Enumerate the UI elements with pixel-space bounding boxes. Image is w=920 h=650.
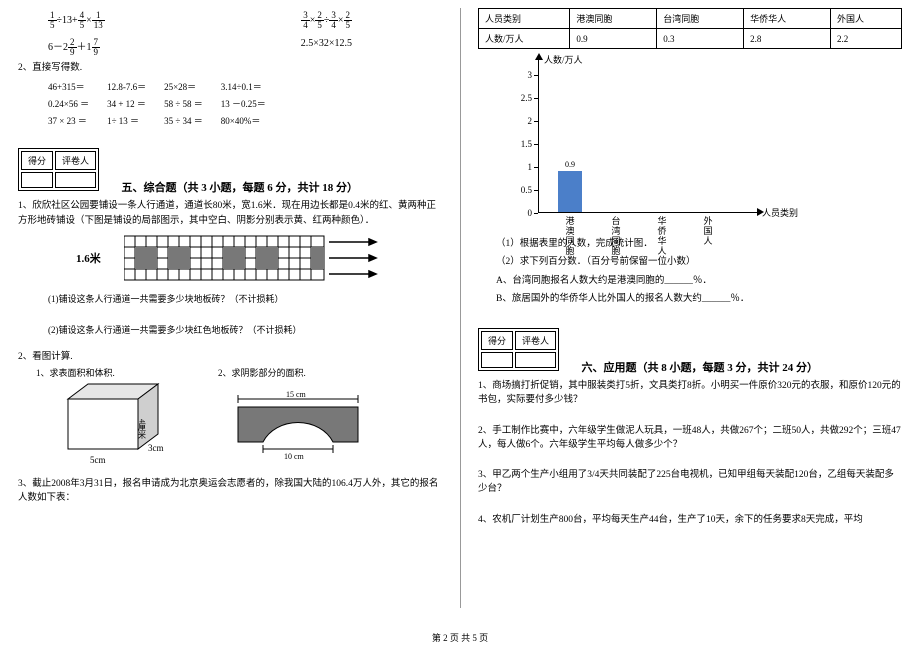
svg-text:10 cm: 10 cm: [284, 452, 305, 461]
score-box-6: 得分评卷人: [478, 328, 559, 371]
chart-subA: A、台湾同胞报名人数大约是港澳同胞的______％．: [496, 274, 902, 288]
left-column: 15÷13+45×113 34×25÷34×25 6－229＋179 2.5×3…: [0, 0, 460, 620]
equation-2a: 6－229＋179: [48, 38, 100, 57]
chart-sub2: （2）求下列百分数．（百分号前保留一位小数）: [496, 255, 902, 269]
equation-2b: 2.5×32×12.5: [301, 38, 352, 57]
right-column: 人员类别港澳同胞台湾同胞华侨华人外国人 人数/万人0.90.32.82.2 人数…: [460, 0, 920, 620]
tiles-diagram: 1.6米: [80, 232, 380, 286]
q6-1: 1、商场搞打折促销，其中服装类打5折，文具类打8折。小明买一件原价320元的衣服…: [478, 379, 902, 408]
svg-text:3cm: 3cm: [148, 443, 164, 453]
chart-subB: B、旅居国外的华侨华人比外国人的报名人数大约______％．: [496, 292, 902, 306]
q5-1b: (2)铺设这条人行通道一共需要多少块红色地板砖？（不计损耗）: [48, 323, 442, 336]
data-table: 人员类别港澳同胞台湾同胞华侨华人外国人 人数/万人0.90.32.82.2: [478, 8, 902, 49]
arithmetic-grid: 46+315＝12.8-7.6＝25×28＝3.14÷0.1＝ 0.24×56 …: [38, 77, 276, 130]
svg-text:5cm: 5cm: [90, 455, 106, 465]
q5-2: 2、看图计算.: [18, 350, 442, 364]
page-footer: 第 2 页 共 5 页: [0, 631, 920, 644]
q6-3: 3、甲乙两个生产小组用了3/4天共同装配了225台电视机，已知甲组每天装配120…: [478, 468, 902, 497]
section-5-title: 五、综合题（共 3 小题，每题 6 分，共计 18 分）: [122, 182, 359, 194]
svg-text:15 cm: 15 cm: [286, 390, 307, 399]
svg-text:4厘米: 4厘米: [138, 419, 147, 440]
cuboid-figure: 4厘米 5cm 3cm: [48, 379, 188, 469]
q5-2a: 1、求表面积和体积.: [36, 366, 218, 379]
equation-1a: 15÷13+45×113: [48, 11, 105, 30]
q5-3: 3、截止2008年3月31日，报名申请成为北京奥运会志愿者的，除我国大陆的106…: [18, 477, 442, 506]
q6-4: 4、农机厂计划生产800台，平均每天生产44台，生产了10天，余下的任务要求8天…: [478, 513, 902, 527]
bar-chart: 人数/万人 人员类别 00.511.522.530.9港澳同胞台湾同胞华侨华人外…: [498, 53, 778, 233]
q5-1: 1、欣欣社区公园要铺设一条人行通道，通道长80米，宽1.6米．现在用边长都是0.…: [18, 199, 442, 228]
score-box-5: 得分评卷人: [18, 148, 99, 191]
q6-2: 2、手工制作比赛中，六年级学生做泥人玩具，一班48人，共做267个；二班50人，…: [478, 424, 902, 453]
chart-sub1: （1）根据表里的人数，完成统计图．: [496, 237, 902, 251]
equation-1b: 34×25÷34×25: [301, 11, 352, 30]
q5-2b: 2、求阴影部分的面积.: [218, 366, 418, 379]
section-6-title: 六、应用题（共 8 小题，每题 3 分，共计 24 分）: [582, 362, 819, 374]
q2-title: 2、直接写得数.: [18, 61, 442, 75]
arch-figure: 15 cm 10 cm: [218, 387, 378, 467]
q5-1a: (1)铺设这条人行通道一共需要多少块地板砖？（不计损耗）: [48, 292, 442, 305]
